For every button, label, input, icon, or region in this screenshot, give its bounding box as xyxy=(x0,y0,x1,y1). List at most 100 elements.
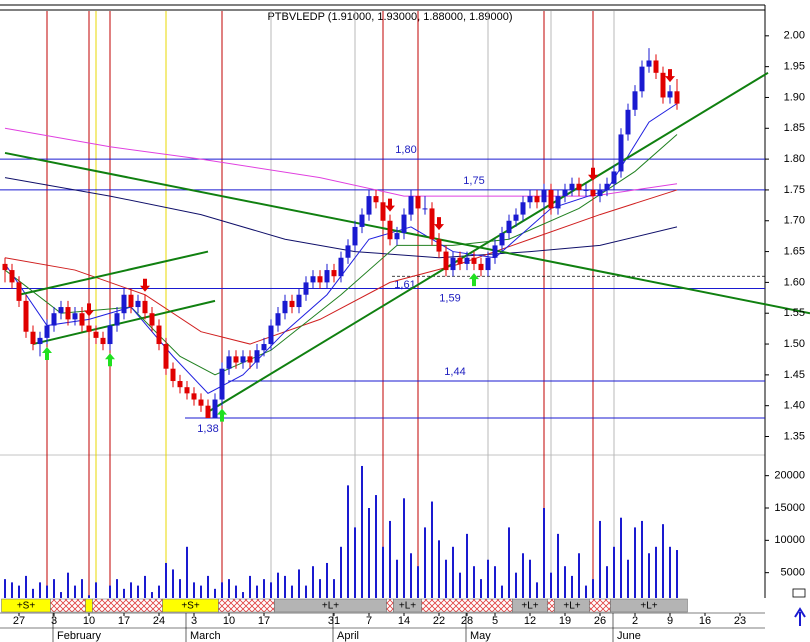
volume-bar xyxy=(263,579,265,598)
candle-body xyxy=(2,263,8,271)
volume-bar xyxy=(193,582,195,598)
candle-body xyxy=(387,220,393,240)
candle-body xyxy=(247,356,253,363)
volume-bar xyxy=(480,579,482,598)
candle-body xyxy=(51,313,57,326)
candle-body xyxy=(86,325,92,332)
scroll-box[interactable] xyxy=(792,588,806,598)
volume-bar xyxy=(606,566,608,598)
candle-body xyxy=(128,294,134,308)
volume-bar xyxy=(270,582,272,598)
candle-body xyxy=(352,226,358,246)
month-label: April xyxy=(337,630,359,642)
x-tick-label: 16 xyxy=(699,615,711,627)
candle-body xyxy=(44,325,50,338)
candle-body xyxy=(373,196,379,203)
candle-body xyxy=(653,60,659,73)
volume-bar xyxy=(81,579,83,598)
candle-body xyxy=(9,270,15,283)
y-tick-label: 1.80 xyxy=(784,153,805,165)
scroll-arrow[interactable] xyxy=(794,607,806,626)
volume-bar xyxy=(74,585,76,598)
x-tick-label: 28 xyxy=(461,615,473,627)
volume-bar xyxy=(627,559,629,598)
y-tick-label: 1.95 xyxy=(784,61,805,73)
candle-body xyxy=(555,196,561,209)
x-tick-label: 17 xyxy=(258,615,270,627)
candle-body xyxy=(79,313,85,326)
x-tick-label: 14 xyxy=(398,615,410,627)
candle-body xyxy=(23,300,29,332)
level-label: 1,38 xyxy=(197,423,218,435)
volume-bar xyxy=(578,553,580,598)
candle-body xyxy=(310,276,316,283)
candle-body xyxy=(324,270,330,283)
volume-bar xyxy=(375,495,377,598)
volume-bar xyxy=(543,508,545,598)
volume-bar xyxy=(214,588,216,598)
volume-bar xyxy=(592,579,594,598)
candle-body xyxy=(590,189,596,197)
volume-bar xyxy=(599,520,601,598)
candle-body xyxy=(604,183,610,190)
candle-body xyxy=(93,331,99,338)
y-tick-label: 1.65 xyxy=(784,245,805,257)
volume-bar xyxy=(501,585,503,598)
candle-body xyxy=(65,307,71,320)
chart-title: PTBVLEDP (1.91000, 1.93000, 1.88000, 1.8… xyxy=(267,11,512,23)
volume-bar xyxy=(620,517,622,598)
x-tick-label: 3 xyxy=(191,615,197,627)
level-label: 1,80 xyxy=(395,144,416,156)
volume-bar xyxy=(550,572,552,598)
candle-body xyxy=(632,91,638,110)
signal-segment xyxy=(50,598,86,613)
volume-bar xyxy=(228,579,230,598)
volume-bar xyxy=(186,546,188,598)
trendline xyxy=(18,250,209,296)
candle-body xyxy=(37,337,43,345)
signal-label: +L+ xyxy=(640,601,657,612)
volume-bar xyxy=(529,559,531,598)
candle-body xyxy=(198,399,204,406)
moving-average xyxy=(4,189,678,345)
candle-body xyxy=(478,263,484,271)
volume-bar xyxy=(662,524,664,598)
signal-segment xyxy=(218,598,275,613)
x-tick-label: 10 xyxy=(83,615,95,627)
volume-bar xyxy=(473,566,475,598)
candle-body xyxy=(464,257,470,264)
candle-body xyxy=(261,344,267,351)
month-label: March xyxy=(190,630,221,642)
month-label: February xyxy=(57,630,102,642)
y-tick-label: 2.00 xyxy=(784,30,805,42)
candle-body xyxy=(268,325,274,345)
candle-body xyxy=(107,325,113,345)
volume-bar xyxy=(564,566,566,598)
volume-bar xyxy=(221,582,223,598)
volume-bar xyxy=(361,465,363,598)
volume-bar xyxy=(46,585,48,598)
candle-body xyxy=(121,294,127,314)
volume-bar xyxy=(39,582,41,598)
x-tick-label: 31 xyxy=(328,615,340,627)
candle-body xyxy=(429,208,435,240)
volume-tick-label: 20000 xyxy=(774,470,805,482)
candle-body xyxy=(205,405,211,419)
signal-label: +L+ xyxy=(563,601,580,612)
candle-body xyxy=(30,331,36,345)
volume-bar xyxy=(536,582,538,598)
volume-bar xyxy=(151,592,153,598)
volume-bar xyxy=(347,485,349,598)
volume-bar xyxy=(382,546,384,598)
candle-body xyxy=(499,233,505,246)
volume-bar xyxy=(431,501,433,598)
candle-body xyxy=(625,109,631,135)
volume-bar xyxy=(466,533,468,598)
volume-bar xyxy=(417,566,419,598)
buy-signal xyxy=(217,408,227,422)
volume-bar xyxy=(165,562,167,598)
candle-body xyxy=(338,257,344,277)
candle-body xyxy=(177,381,183,388)
